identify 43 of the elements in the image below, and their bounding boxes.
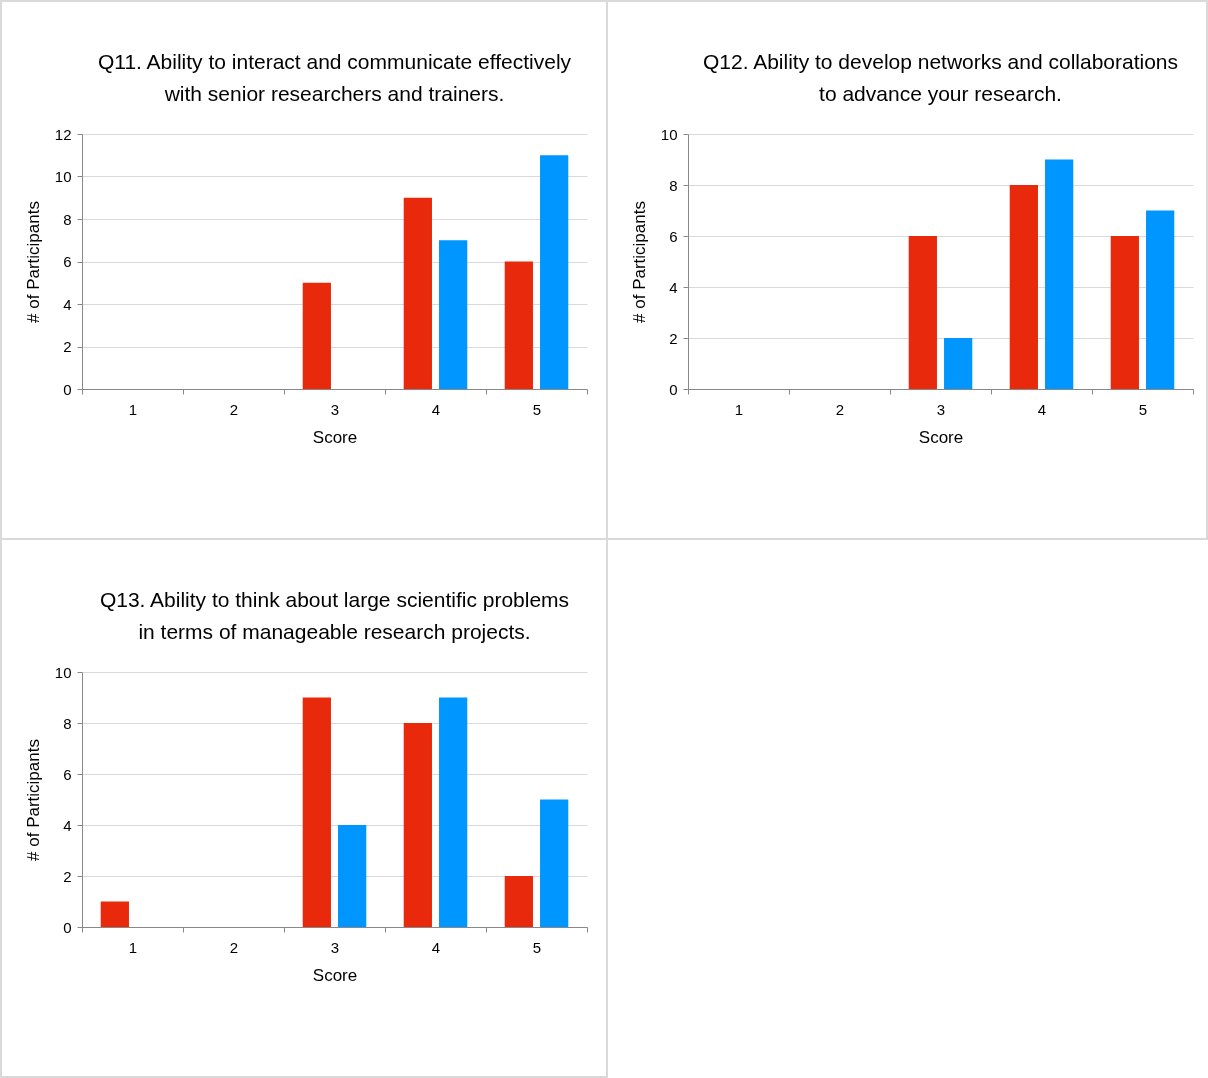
y-tick-label: 12 (54, 125, 72, 143)
y-axis-title: # of Participants (23, 739, 43, 861)
y-tick-label: 0 (63, 380, 72, 398)
y-axis-title: # of Participants (23, 201, 43, 323)
chart-title: Q11. Ability to interact and communicate effectively with senior researchers and trainers. (97, 50, 572, 105)
y-tick-label: 8 (63, 210, 72, 228)
y-tick-label: 10 (54, 168, 72, 185)
chart-title: Q12. Ability to develop networks and collaborations to advance your research. (702, 50, 1179, 105)
y-tick-label: 6 (669, 227, 678, 245)
x-tick-label: 1 (128, 400, 138, 418)
y-tick-label: 0 (63, 918, 72, 936)
x-axis-title: Score (312, 965, 358, 985)
x-tick-label: 2 (835, 400, 845, 418)
x-tick-label: 2 (229, 938, 239, 956)
x-tick-label: 4 (431, 400, 441, 418)
x-tick-label: 1 (734, 400, 744, 418)
y-tick-label: 4 (63, 295, 72, 313)
x-tick-label: 4 (1037, 400, 1047, 418)
y-tick-label: 4 (63, 816, 72, 834)
y-tick-label: 2 (63, 338, 72, 355)
x-tick-label: 3 (330, 400, 340, 418)
y-tick-label: 8 (669, 176, 678, 194)
y-axis-title: # of Participants (629, 201, 649, 323)
y-tick-label: 6 (63, 253, 72, 270)
x-axis-title: Score (918, 427, 964, 447)
x-tick-label: 3 (936, 400, 946, 418)
x-axis-title: Score (312, 427, 358, 447)
y-tick-label: 10 (660, 125, 678, 143)
y-tick-label: 0 (669, 380, 678, 398)
x-tick-label: 5 (532, 938, 542, 956)
chart-title: Q13. Ability to think about large scientific problems in terms of manageable research projects. (99, 588, 570, 643)
y-tick-label: 8 (63, 714, 72, 732)
x-tick-label: 5 (532, 400, 542, 418)
x-tick-label: 1 (128, 938, 138, 956)
y-tick-label: 4 (669, 278, 678, 296)
y-tick-label: 2 (63, 867, 72, 885)
x-tick-label: 3 (330, 938, 340, 956)
y-tick-label: 6 (63, 765, 72, 783)
x-tick-label: 5 (1138, 400, 1148, 418)
y-tick-label: 10 (54, 663, 72, 681)
y-tick-label: 2 (669, 329, 678, 347)
x-tick-label: 4 (431, 938, 441, 956)
x-tick-label: 2 (229, 400, 239, 418)
